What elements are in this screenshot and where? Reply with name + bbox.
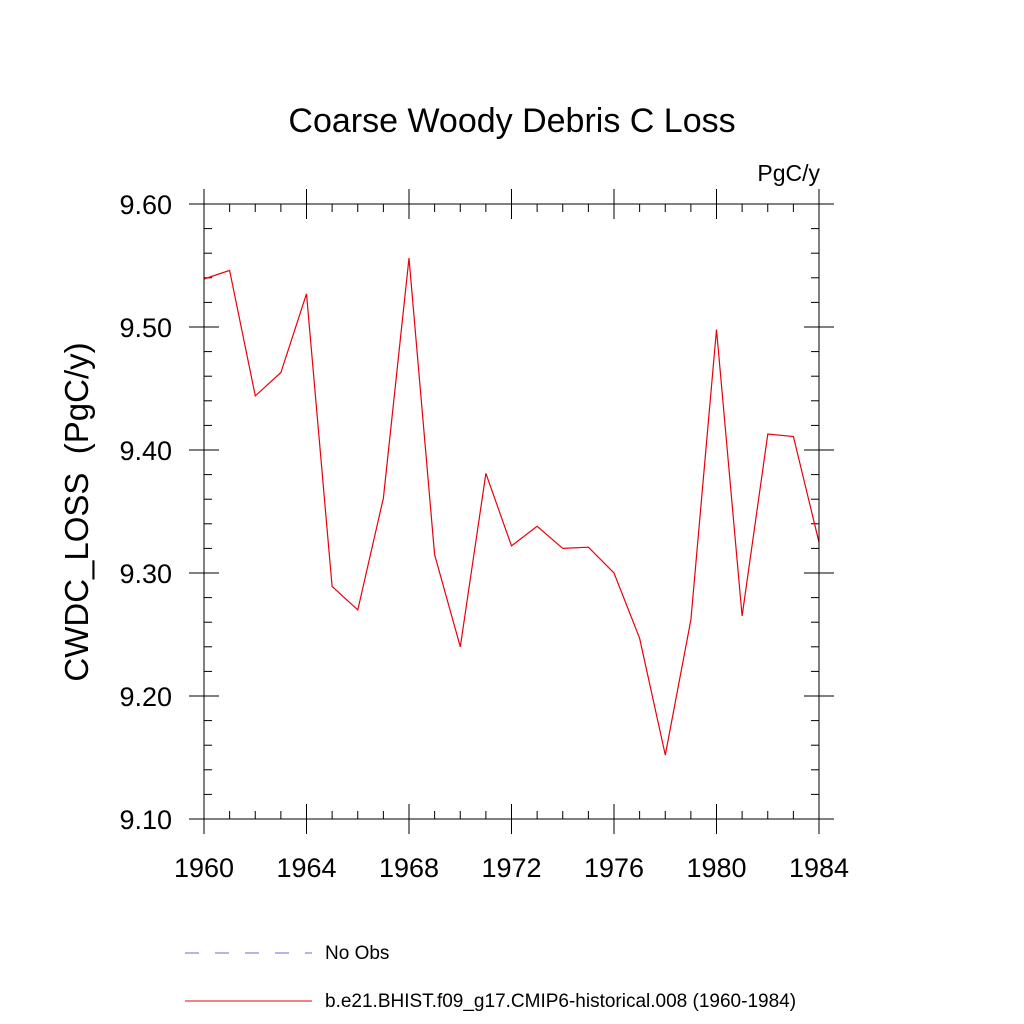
x-tick-label: 1960 xyxy=(174,853,234,883)
plot-area: 1960 1964 1968 1972 1976 1980 1984 9.10 9.20 9.30… xyxy=(119,189,849,883)
x-tick-label: 1976 xyxy=(584,853,644,883)
legend-label-model-run: b.e21.BHIST.f09_g17.CMIP6-historical.008… xyxy=(325,991,796,1012)
y-axis-label: CWDC_LOSS (PgC/y) xyxy=(58,342,95,681)
y-tick-label: 9.10 xyxy=(119,805,172,835)
x-tick-label: 1972 xyxy=(481,853,541,883)
units-label: PgC/y xyxy=(757,160,820,186)
series-layer xyxy=(203,258,820,756)
series-line-model-run xyxy=(203,258,820,756)
legend-label-no-obs: No Obs xyxy=(325,943,389,964)
y-tick-label: 9.40 xyxy=(119,436,172,466)
x-tick-label: 1984 xyxy=(789,853,849,883)
legend: No Obs b.e21.BHIST.f09_g17.CMIP6-histori… xyxy=(185,943,796,1012)
axis-ticks xyxy=(189,189,834,834)
y-tick-label: 9.30 xyxy=(119,559,172,589)
y-tick-label: 9.50 xyxy=(119,313,172,343)
plot-frame xyxy=(203,203,820,820)
x-tick-label: 1964 xyxy=(276,853,336,883)
y-tick-label: 9.20 xyxy=(119,682,172,712)
y-tick-label: 9.60 xyxy=(119,190,172,220)
tick-labels: 1960 1964 1968 1972 1976 1980 1984 9.10 9.20 9.30… xyxy=(119,190,849,883)
x-tick-label: 1980 xyxy=(686,853,746,883)
chart-title: Coarse Woody Debris C Loss xyxy=(288,102,735,140)
x-tick-label: 1968 xyxy=(379,853,439,883)
